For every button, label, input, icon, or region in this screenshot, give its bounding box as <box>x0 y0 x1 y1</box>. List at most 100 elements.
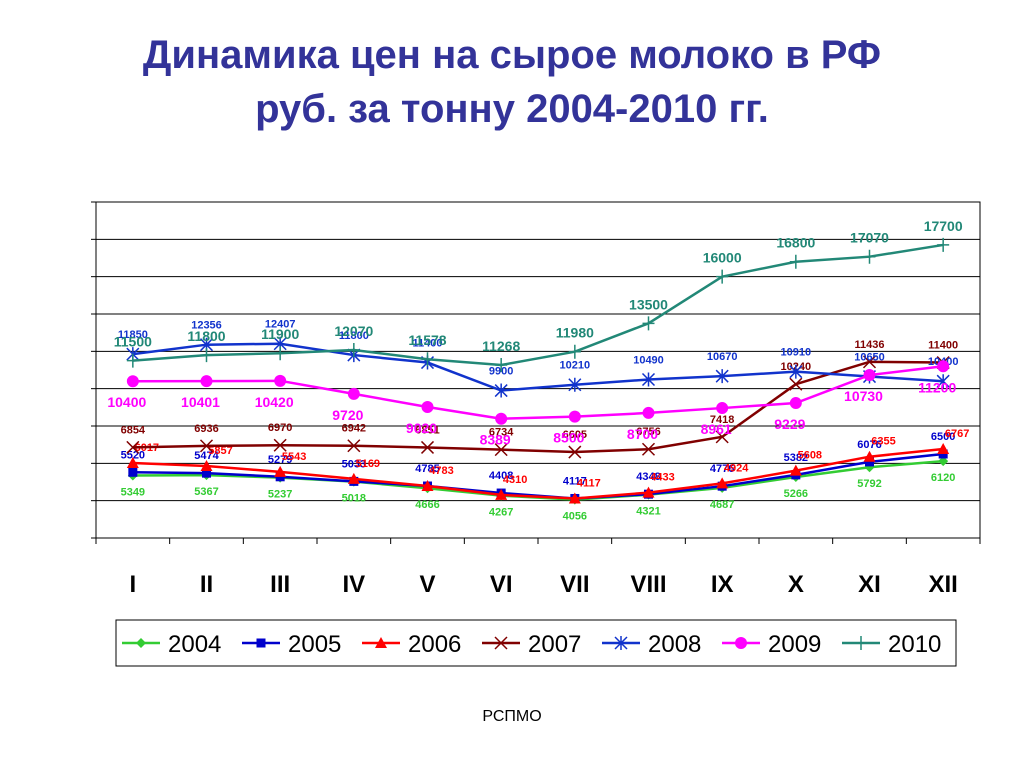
series-2005: 5520 5474 5279 5033 4785 4408 4117 4348 4776 5382… <box>121 431 955 503</box>
data-point-marker <box>642 406 655 419</box>
data-point-marker <box>614 636 628 650</box>
data-point-marker <box>375 637 387 648</box>
data-point-marker <box>642 486 655 498</box>
data-point-marker <box>256 638 266 648</box>
data-label: 9720 <box>332 407 363 423</box>
data-label: 5857 <box>208 445 232 457</box>
legend-item-2009: 2009 <box>722 631 821 658</box>
data-point-marker <box>202 468 211 478</box>
data-label: 10490 <box>633 355 664 367</box>
data-label: 12356 <box>191 320 222 332</box>
data-point-marker <box>855 636 867 650</box>
data-point-marker <box>789 464 802 476</box>
series-2007: 6854 6936 6970 6942 6851 6734 6605 675674181024… <box>121 339 958 459</box>
data-point-marker <box>495 412 508 425</box>
data-point-marker <box>200 460 213 472</box>
data-point-marker <box>641 372 656 387</box>
data-label: 4348 <box>636 471 660 483</box>
x-tick-label: VII <box>560 571 589 598</box>
data-point-marker <box>568 445 582 459</box>
data-label: 11980 <box>556 325 594 341</box>
data-point-marker <box>789 377 803 391</box>
x-tick-label: X <box>788 571 804 598</box>
data-point-marker <box>568 410 581 423</box>
data-point-marker <box>347 387 360 400</box>
data-label: 4433 <box>650 472 674 484</box>
data-point-marker <box>347 343 360 358</box>
data-point-marker <box>863 450 876 462</box>
data-point-marker <box>863 369 876 382</box>
data-label: 11268 <box>482 338 520 354</box>
data-point-marker <box>937 237 950 252</box>
x-tick-label: III <box>270 571 290 598</box>
data-label: 4924 <box>724 462 749 474</box>
data-label: 11800 <box>187 328 225 344</box>
data-label: 6767 <box>945 428 969 440</box>
data-label: 6854 <box>121 424 146 436</box>
data-label: 10210 <box>560 360 591 372</box>
data-label: 4776 <box>710 463 734 475</box>
data-label: 5520 <box>121 449 145 461</box>
data-label: 4117 <box>577 477 601 489</box>
legend-item-2004: 2004 <box>122 631 221 658</box>
data-point-marker <box>716 269 729 284</box>
data-label: 16800 <box>776 235 815 251</box>
data-label: 9020 <box>406 420 437 436</box>
legend-label: 2008 <box>648 631 701 658</box>
chart-title-line-2: руб. за тонну 2004-2010 гг. <box>255 87 769 131</box>
data-point-marker <box>126 375 139 388</box>
x-tick-label: V <box>419 571 435 598</box>
data-label: 4408 <box>489 470 513 482</box>
data-label: 5608 <box>798 450 822 462</box>
data-point-marker <box>789 397 802 410</box>
data-label: 6851 <box>415 424 439 436</box>
data-label: 4056 <box>563 511 587 523</box>
x-tick-label: IX <box>711 571 734 598</box>
data-point-marker <box>273 438 287 452</box>
legend-label: 2005 <box>288 631 341 658</box>
legend-label: 2009 <box>768 631 821 658</box>
data-point-marker <box>568 344 581 359</box>
data-label: 6500 <box>931 431 955 443</box>
series-line-2008 <box>132 342 944 392</box>
chart-title: Динамика цен на сырое молоко в РФ руб. з… <box>0 28 1024 136</box>
data-label: 4687 <box>710 499 734 511</box>
data-point-marker <box>126 353 139 368</box>
data-label: 4310 <box>503 474 527 486</box>
data-point-marker <box>274 465 287 477</box>
legend-item-2007: 2007 <box>482 631 581 658</box>
data-point-marker <box>789 254 802 269</box>
data-label: 4785 <box>415 463 439 475</box>
data-point-marker <box>347 439 361 453</box>
data-label: 11200 <box>918 379 956 395</box>
legend-item-2008: 2008 <box>602 631 701 658</box>
data-label: 5237 <box>268 489 292 501</box>
data-point-marker <box>126 440 140 454</box>
data-point-marker <box>495 488 508 500</box>
data-label: 10910 <box>781 347 812 359</box>
data-label: 8700 <box>627 426 658 442</box>
data-label: 5543 <box>282 451 306 463</box>
data-label: 6076 <box>857 439 881 451</box>
data-point-marker <box>862 355 877 369</box>
data-point-marker <box>126 457 139 469</box>
legend: 2004 2005 2006 2007 2008 2009 2010 <box>115 619 957 667</box>
legend-label: 2006 <box>408 631 461 658</box>
data-label: 6942 <box>342 423 366 435</box>
legend-label: 2004 <box>168 631 221 658</box>
data-label: 4117 <box>563 475 587 487</box>
data-point-marker <box>420 440 435 454</box>
x-tick-label: II <box>200 571 213 598</box>
data-label: 5349 <box>121 486 145 498</box>
data-point-marker <box>494 636 508 650</box>
data-point-marker <box>789 364 803 379</box>
data-label: 11850 <box>118 329 148 341</box>
series-line-2007 <box>132 360 944 454</box>
data-point-marker <box>200 348 213 363</box>
data-label: 5033 <box>342 458 366 470</box>
plot-area <box>95 201 981 539</box>
data-label: 11436 <box>855 339 885 351</box>
data-point-marker <box>865 457 874 467</box>
data-label: 6734 <box>489 427 514 439</box>
